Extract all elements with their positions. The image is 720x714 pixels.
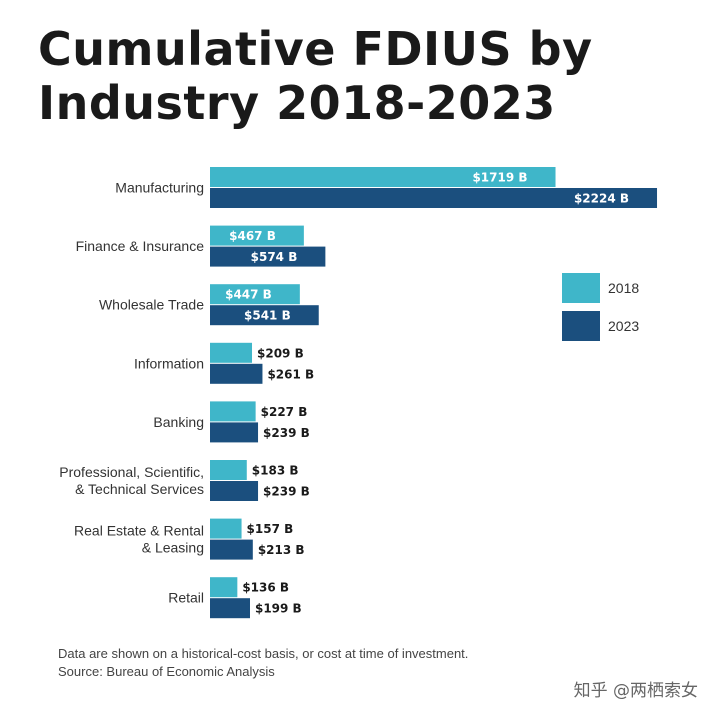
- bar-2018-6: [210, 518, 242, 539]
- legend-swatch-2018: [562, 273, 600, 303]
- data-label: $209 B: [257, 346, 304, 360]
- bar-2023-6: [210, 539, 253, 560]
- category-label: Banking: [153, 414, 204, 430]
- data-label: $136 B: [242, 581, 289, 595]
- bar-2018-3: [210, 342, 253, 363]
- legend-swatch-2023: [562, 311, 600, 341]
- data-label: $227 B: [261, 405, 308, 419]
- legend: 2018 2023: [562, 272, 639, 348]
- footer-source: Source: Bureau of Economic Analysis: [58, 664, 275, 679]
- bar-2023-5: [210, 481, 259, 501]
- category-label: & Leasing: [142, 540, 204, 556]
- bar-2018-5: [210, 460, 247, 480]
- data-label: $1719 B: [472, 171, 527, 185]
- footer: Data are shown on a historical-cost basi…: [58, 645, 468, 681]
- bar-2018-1: [210, 225, 304, 246]
- data-label: $239 B: [263, 426, 310, 440]
- bar-2018-4: [210, 401, 256, 422]
- data-label: $447 B: [225, 288, 272, 302]
- legend-item-2023: 2023: [562, 310, 639, 342]
- bar-2023-7: [210, 598, 250, 619]
- bar-2023-0: [210, 188, 658, 208]
- legend-label-2018: 2018: [608, 280, 640, 296]
- watermark: 知乎 @两栖索女: [573, 681, 698, 701]
- data-label: $213 B: [258, 543, 305, 557]
- bar-2018-2: [210, 284, 300, 305]
- data-label: $541 B: [244, 309, 291, 323]
- bar-2023-4: [210, 422, 259, 443]
- category-label: & Technical Services: [75, 481, 204, 497]
- category-label: Real Estate & Rental: [74, 523, 204, 539]
- bar-chart: Manufacturing $1719 B $2224 B Finance & Ins…: [59, 167, 658, 619]
- bar-2023-1: [210, 246, 326, 267]
- data-label: $199 B: [255, 602, 302, 616]
- data-label: $157 B: [247, 522, 294, 536]
- bar-2023-3: [210, 363, 263, 384]
- legend-item-2018: 2018: [562, 272, 639, 304]
- data-label: $574 B: [251, 250, 298, 264]
- footer-note: Data are shown on a historical-cost basi…: [58, 646, 469, 661]
- bar-2023-2: [210, 305, 319, 326]
- category-label: Finance & Insurance: [76, 238, 205, 254]
- data-label: $183 B: [252, 464, 299, 478]
- data-label: $2224 B: [574, 192, 629, 206]
- chart-title: Cumulative FDIUS by Industry 2018-2023: [38, 22, 593, 130]
- data-label: $261 B: [267, 367, 314, 381]
- category-label: Information: [134, 355, 204, 371]
- data-label: $467 B: [229, 229, 276, 243]
- category-label: Retail: [168, 590, 204, 606]
- category-label: Manufacturing: [115, 180, 204, 196]
- data-label: $239 B: [263, 485, 310, 499]
- category-label: Wholesale Trade: [99, 297, 204, 313]
- category-label: Professional, Scientific,: [59, 464, 204, 480]
- legend-label-2023: 2023: [608, 318, 640, 334]
- bar-2018-0: [210, 167, 556, 187]
- bar-2018-7: [210, 577, 238, 598]
